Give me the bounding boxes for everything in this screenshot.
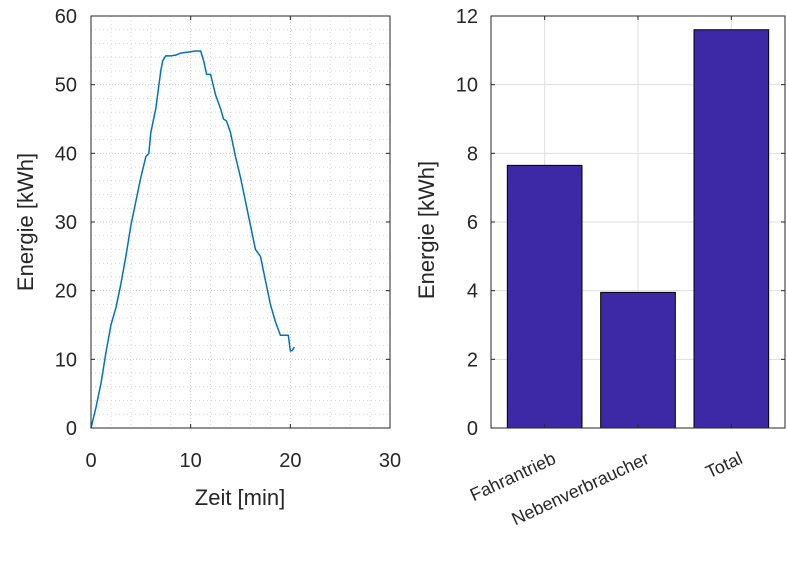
- y-tick-label: 20: [55, 281, 77, 303]
- bar-nebenverbraucher: [600, 291, 676, 429]
- bar-y-tick-label: 4: [467, 281, 478, 303]
- bar-y-tick-label: 12: [456, 6, 478, 28]
- bar-y-tick-label: 8: [467, 143, 478, 165]
- x-tick-label: 20: [279, 450, 301, 472]
- plot-area: [91, 16, 390, 428]
- y-tick-label: 60: [55, 6, 77, 28]
- y-tick-label: 30: [55, 212, 77, 234]
- bar-total: [693, 29, 770, 429]
- bar-fahrantrieb: [506, 164, 583, 429]
- x-axis-label: Zeit [min]: [195, 485, 285, 510]
- y-tick-label: 50: [55, 75, 77, 97]
- y-tick-label: 0: [66, 418, 77, 440]
- x-tick-label: 30: [379, 450, 401, 472]
- category-label: Total: [703, 448, 746, 482]
- bar-y-tick-label: 6: [467, 212, 478, 234]
- bar-y-axis-label: Energie [kWh]: [414, 161, 439, 299]
- bar-y-tick-label: 2: [467, 349, 478, 371]
- bar-y-tick-label: 0: [467, 418, 478, 440]
- y-tick-label: 40: [55, 143, 77, 165]
- y-axis-label: Energie [kWh]: [13, 153, 38, 291]
- x-tick-label: 0: [85, 450, 96, 472]
- x-tick-label: 10: [180, 450, 202, 472]
- y-tick-label: 10: [55, 349, 77, 371]
- bar-y-tick-label: 10: [456, 75, 478, 97]
- energy-series-line: [90, 50, 295, 429]
- energy-time-line-chart: 0 10 20 30 0 10 20 30 40 50 60 Zeit [min] Energie [k…: [13, 6, 401, 510]
